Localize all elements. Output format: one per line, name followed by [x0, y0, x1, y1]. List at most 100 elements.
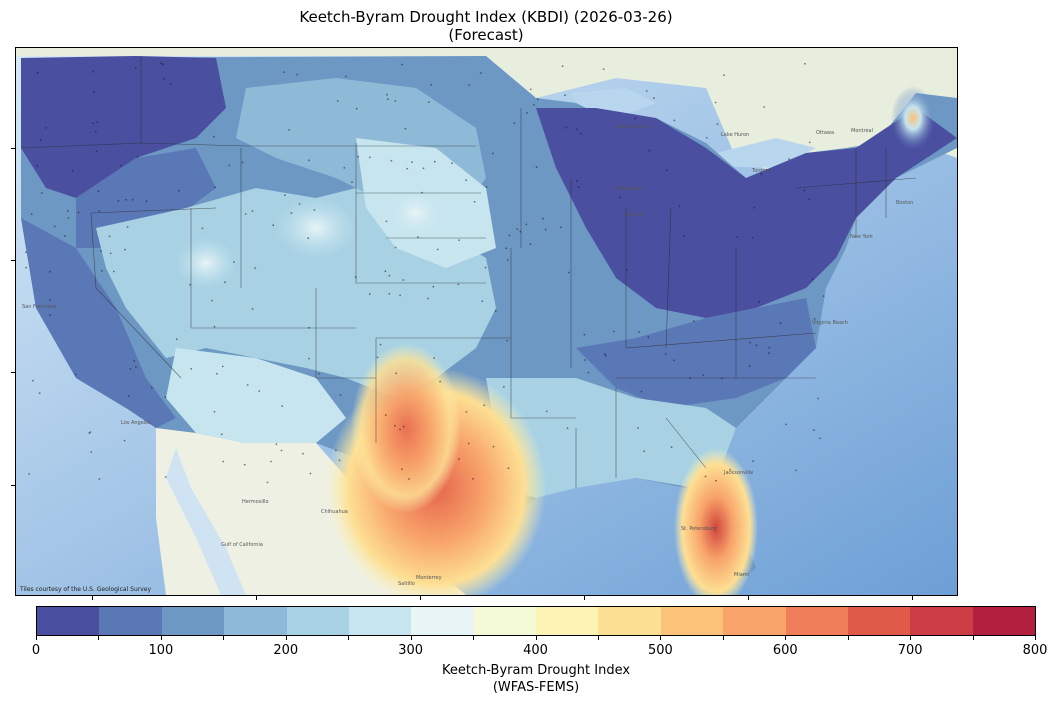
station-dot: [439, 380, 441, 383]
station-dot: [211, 299, 213, 302]
station-dot: [763, 106, 766, 108]
title-line-1: Keetch-Byram Drought Index (KBDI) (2026-…: [299, 8, 673, 26]
station-dot: [284, 194, 286, 197]
station-dot: [30, 213, 33, 216]
station-dot: [164, 396, 167, 399]
colorbar-tick: [98, 636, 100, 640]
station-dot: [485, 186, 488, 189]
station-dot: [508, 234, 511, 237]
station-dot: [689, 377, 692, 379]
map-label-new-york: New York: [850, 234, 873, 240]
station-dot: [753, 206, 756, 209]
drought-map[interactable]: Lake Superior Lake Huron Milwaukee Chica…: [15, 47, 958, 596]
station-dot: [134, 67, 137, 70]
station-dot: [430, 84, 432, 86]
map-label-milwaukee: Milwaukee: [616, 186, 642, 192]
station-dot: [254, 267, 257, 269]
station-dot: [308, 326, 310, 329]
station-dot: [123, 439, 126, 442]
map-canvas: Lake Superior Lake Huron Milwaukee Chica…: [16, 48, 957, 595]
station-dot: [266, 481, 269, 484]
station-dot: [214, 186, 216, 189]
station-dot: [101, 269, 103, 272]
x-axis-tick: [748, 596, 749, 600]
station-dot: [638, 331, 640, 333]
station-dot: [693, 320, 695, 322]
station-dot: [90, 451, 93, 453]
station-dot: [670, 446, 673, 449]
station-dot: [720, 377, 723, 380]
colorbar-tick: [535, 636, 537, 640]
station-dot: [587, 371, 590, 374]
station-dot: [220, 433, 223, 436]
map-label-jacksonville: Jacksonville: [723, 470, 753, 476]
station-dot: [64, 235, 66, 238]
nebraska-light-area: [386, 188, 446, 238]
station-dot: [564, 94, 566, 97]
station-dot: [683, 235, 686, 238]
station-dot: [779, 322, 782, 324]
station-dot: [45, 127, 47, 129]
station-dot: [613, 330, 615, 333]
colorbar-tick-label: 100: [148, 643, 174, 658]
colorbar-segment: [910, 607, 973, 635]
colorbar-tick: [223, 636, 225, 640]
station-dot: [604, 355, 607, 357]
station-dot: [665, 169, 668, 172]
station-dot: [399, 294, 401, 297]
station-dot: [634, 117, 637, 120]
station-dot: [216, 372, 218, 375]
station-dot: [108, 235, 111, 238]
station-dot: [318, 372, 320, 375]
station-dot: [275, 443, 278, 446]
colorbar-tick-label: 200: [273, 643, 299, 658]
station-dot: [272, 224, 275, 227]
colorbar-tick-label: 400: [523, 643, 548, 658]
colorbar-tick: [473, 636, 475, 640]
station-dot: [354, 276, 357, 279]
colorbar-segment: [411, 607, 474, 635]
station-dot: [98, 210, 101, 213]
map-label-chihuahua: Chihuahua: [321, 509, 348, 515]
southwest-region: [166, 348, 346, 443]
station-dot: [379, 343, 382, 346]
station-dot: [222, 460, 225, 463]
station-dot: [433, 160, 436, 163]
maine-hotspot: [891, 86, 935, 150]
florida-drought-area: [674, 448, 758, 595]
station-dot: [813, 318, 816, 320]
station-dot: [808, 198, 811, 201]
station-dot: [751, 236, 754, 239]
west-texas-drought-area: [351, 343, 461, 513]
station-dot: [280, 449, 283, 452]
colorbar-segment: [972, 607, 1035, 635]
station-dot: [49, 298, 51, 301]
station-dot: [384, 270, 387, 273]
colorbar-segment: [286, 607, 349, 635]
station-dot: [433, 357, 435, 360]
station-dot: [506, 339, 508, 342]
station-dot: [525, 223, 528, 226]
station-dot: [97, 190, 100, 193]
station-dot: [25, 266, 27, 269]
station-dot: [576, 180, 578, 182]
station-dot: [117, 199, 120, 202]
station-dot: [160, 62, 162, 65]
station-dot: [804, 62, 806, 65]
station-dot: [109, 252, 112, 255]
station-dot: [213, 325, 216, 328]
station-dot: [758, 300, 761, 303]
station-dot: [163, 77, 166, 80]
station-dot: [212, 135, 215, 138]
station-dot: [507, 467, 510, 470]
station-dot: [112, 270, 115, 273]
colorbar-tick-label: 0: [31, 643, 41, 658]
station-dot: [560, 226, 562, 229]
station-dot: [38, 392, 41, 395]
station-dot: [714, 101, 717, 104]
station-dot: [645, 90, 648, 92]
map-label-gulf-of-california: Gulf of California: [221, 542, 263, 548]
station-dot: [673, 119, 676, 122]
station-dot: [244, 213, 247, 215]
station-dot: [760, 173, 762, 175]
